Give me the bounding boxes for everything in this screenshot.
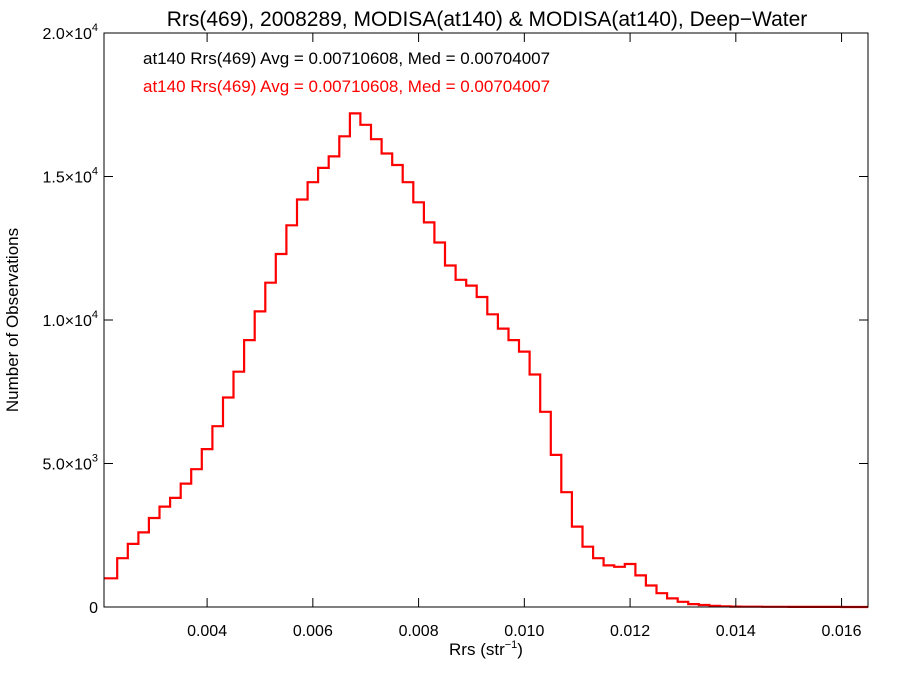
x-axis-label: Rrs (str−1) [449, 639, 523, 659]
legend: at140 Rrs(469) Avg = 0.00710608, Med = 0… [143, 49, 550, 96]
y-tick-label: 5.0×103 [42, 453, 98, 474]
x-tick-label: 0.004 [187, 623, 227, 640]
legend-entry-1: at140 Rrs(469) Avg = 0.00710608, Med = 0… [143, 77, 550, 96]
x-tick-label: 0.006 [293, 623, 333, 640]
series-line-0 [104, 112, 868, 609]
plot-area [104, 112, 868, 609]
y-axis-label: Number of Observations [3, 228, 22, 412]
y-axis: 0 5.0×103 1.0×104 1.5×104 2.0×104 [42, 22, 868, 617]
plot-frame [103, 32, 869, 608]
y-tick-label: 1.0×104 [42, 309, 98, 330]
x-tick-label: 0.008 [399, 623, 439, 640]
y-tick-label: 2.0×104 [42, 22, 98, 43]
x-tick-label: 0.016 [822, 623, 862, 640]
y-tick-label: 0 [89, 600, 98, 617]
x-axis: 0.004 0.006 0.008 0.010 0.012 0.014 0.016 [187, 33, 862, 640]
x-tick-label: 0.012 [610, 623, 650, 640]
legend-entry-0: at140 Rrs(469) Avg = 0.00710608, Med = 0… [143, 49, 550, 68]
x-tick-label: 0.014 [716, 623, 756, 640]
x-tick-label: 0.010 [504, 623, 544, 640]
y-tick-label: 1.5×104 [42, 166, 98, 187]
chart-title: Rrs(469), 2008289, MODISA(at140) & MODIS… [167, 8, 808, 31]
